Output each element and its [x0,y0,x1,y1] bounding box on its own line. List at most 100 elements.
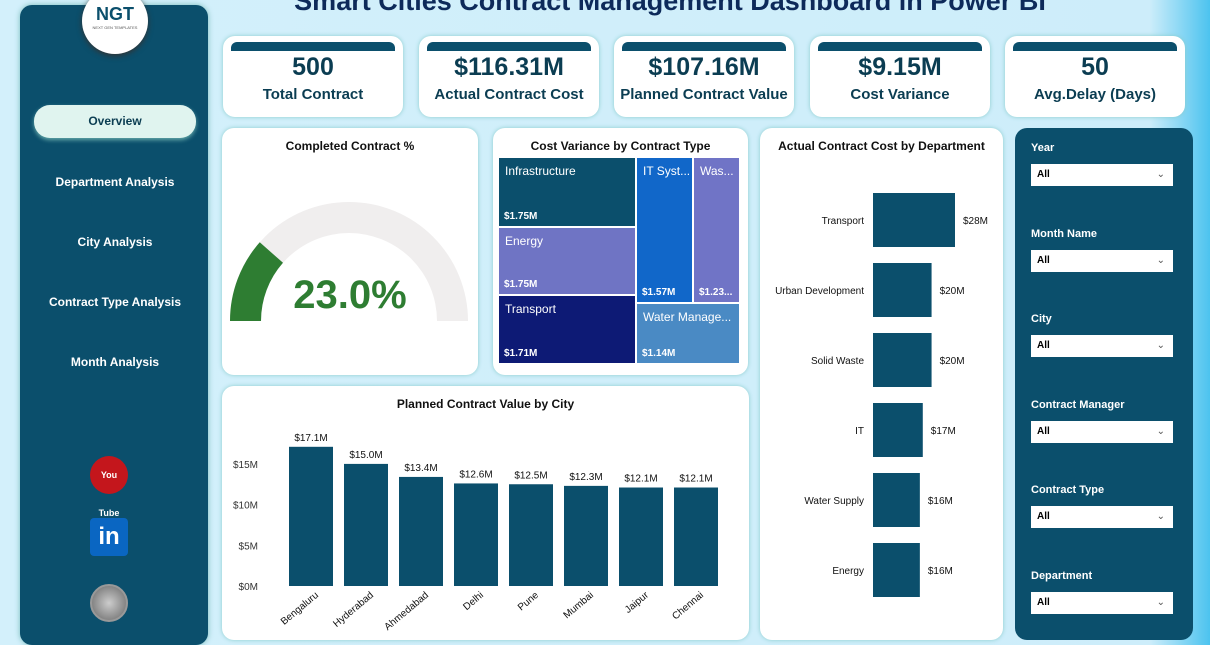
nav-month-analysis[interactable]: Month Analysis [70,355,160,369]
x-tick-label: Bengaluru [279,590,321,628]
tile-label: Water Manage... [643,310,732,324]
treemap-tile[interactable]: Infrastructure $1.75M [498,157,636,227]
logo-text: NGT [96,4,134,24]
data-label: $12.6M [459,469,492,480]
data-label: $20M [940,356,965,367]
slicer-label: Contract Type [1031,484,1105,496]
completed-contract-card: Completed Contract % 23.0% [222,128,478,375]
bar-ahmedabad[interactable] [399,476,443,586]
treemap-title: Cost Variance by Contract Type [530,139,711,153]
bar-department[interactable] [873,263,932,317]
slicer-dropdown[interactable]: All ⌄ [1031,164,1173,186]
bar-pune[interactable] [509,484,553,586]
category-label: IT [855,426,864,437]
kpi-label: Cost Variance [850,86,950,103]
category-label: Urban Development [775,286,864,297]
kpi-value: 500 [292,53,334,81]
chevron-down-icon: ⌄ [1156,169,1165,180]
slicer-dropdown[interactable]: All ⌄ [1031,591,1173,614]
nav-city-analysis[interactable]: City Analysis [77,235,153,249]
bar-mumbai[interactable] [564,485,608,586]
bar-department[interactable] [873,193,955,247]
data-label: $20M [940,286,965,297]
data-label: $15.0M [349,450,382,461]
x-tick-label: Jaipur [623,589,651,615]
category-label: Energy [832,566,864,577]
slicer-value: All [1037,169,1050,180]
x-tick-label: Hyderabad [331,590,376,630]
slicer-label: City [1031,313,1052,325]
kpi-cost-variance: $9.15M Cost Variance [810,36,990,117]
slicer-label: Department [1031,569,1093,582]
slicer-value: All [1037,511,1050,522]
data-label: $16M [928,496,953,507]
bar-chennai[interactable] [674,487,718,586]
kpi-header-bar [231,42,395,51]
treemap-tile[interactable]: IT Syst... $1.57M [636,157,693,303]
bar-hyderabad[interactable] [344,463,388,586]
city-chart-title: Planned Contract Value by City [396,397,575,411]
slicer-dropdown[interactable]: All ⌄ [1031,249,1173,272]
website-icon[interactable] [90,584,128,622]
logo-subtext: NEXT GEN TEMPLATES [92,25,138,30]
gauge-title: Completed Contract % [285,139,415,153]
data-label: $28M [963,216,988,227]
gauge-value: 23.0% [293,273,407,317]
tile-label: Infrastructure [505,164,576,178]
chevron-down-icon: ⌄ [1156,596,1165,608]
linkedin-icon[interactable]: in [90,518,128,556]
tile-value: $1.23... [699,287,733,298]
slicer-dropdown[interactable]: All ⌄ [1031,506,1173,528]
filter-panel: Year All ⌄ Month Name All ⌄ City All ⌄ Contract M… [1015,128,1193,640]
y-tick-label: $0M [239,582,258,593]
bar-department[interactable] [873,473,920,527]
bar-department[interactable] [873,403,923,457]
nav-department-analysis[interactable]: Department Analysis [55,175,175,189]
y-tick-label: $5M [239,541,258,552]
x-tick-label: Delhi [461,590,486,613]
bar-delhi[interactable] [454,483,498,586]
kpi-label: Total Contract [262,86,364,103]
tile-value: $1.14M [642,348,676,359]
x-tick-label: Mumbai [562,590,596,621]
kpi-value: $107.16M [648,53,760,81]
slicer-label: Contract Manager [1031,398,1125,411]
treemap-tile[interactable]: Water Manage... $1.14M [636,303,740,364]
chevron-down-icon: ⌄ [1156,511,1165,522]
data-label: $12.1M [624,474,657,485]
treemap-tile[interactable]: Energy $1.75M [498,227,636,295]
gauge-chart [230,202,468,321]
kpi-label: Actual Contract Cost [434,86,584,103]
chevron-down-icon: ⌄ [1156,254,1165,266]
bar-bengaluru[interactable] [289,446,333,586]
page-title: Smart Cities Contract Management Dashboa… [294,0,1046,16]
kpi-planned-contract-value: $107.16M Planned Contract Value [614,36,794,117]
tile-value: $1.71M [504,348,538,359]
kpi-label: Avg.Delay (Days) [1034,86,1156,103]
treemap-tile[interactable]: Was... $1.23... [693,157,740,303]
treemap-tile[interactable]: Transport $1.71M [498,295,636,364]
y-tick-label: $15M [233,460,258,471]
chevron-down-icon: ⌄ [1156,340,1165,351]
kpi-header-bar [818,42,982,51]
data-label: $17M [931,426,956,437]
slicer-dropdown[interactable]: All ⌄ [1031,420,1173,443]
nav-contract-type-analysis[interactable]: Contract Type Analysis [48,295,182,309]
youtube-icon[interactable]: You Tube [90,456,128,518]
kpi-header-bar [427,42,591,51]
nav-overview[interactable]: Overview [34,105,196,138]
x-tick-label: Chennai [670,590,706,622]
kpi-value: $9.15M [858,53,942,81]
x-tick-label: Ahmedabad [383,590,431,633]
treemap-card: Cost Variance by Contract Type Infrastru… [493,128,748,375]
tile-label: Energy [505,234,544,248]
department-chart-title: Actual Contract Cost by Department [778,139,985,153]
kpi-header-bar [622,42,786,51]
bar-jaipur[interactable] [619,487,663,586]
slicer-dropdown[interactable]: All ⌄ [1031,335,1173,357]
bar-department[interactable] [873,333,932,387]
city-bar-chart: $0M $5M $10M $15M $17.1M Bengaluru $15.0M Hyder… [233,433,718,633]
gauge-track [230,202,468,321]
bar-department[interactable] [873,543,920,597]
data-label: $12.5M [514,470,547,481]
